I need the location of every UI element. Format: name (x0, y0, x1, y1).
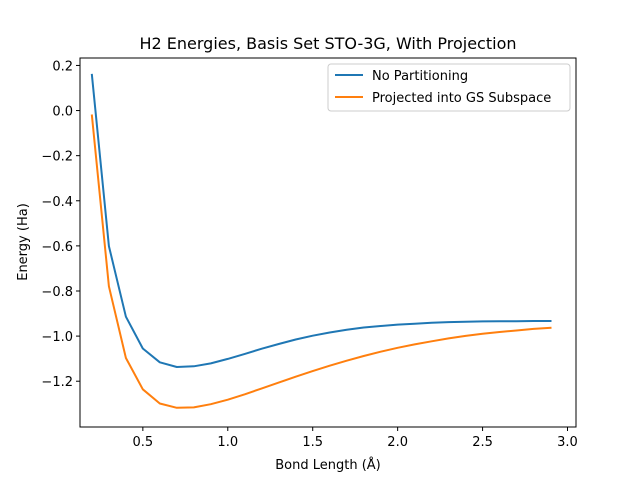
x-tick-label: 2.5 (472, 435, 493, 450)
x-tick-label: 1.5 (302, 435, 323, 450)
y-tick-label: −0.4 (41, 195, 73, 210)
series-line-0 (90, 73, 552, 368)
chart-title: H2 Energies, Basis Set STO-3G, With Proj… (139, 34, 516, 53)
y-tick-label: −1.0 (41, 330, 73, 345)
x-axis: 0.5 1.0 1.5 2.0 2.5 3.0 (133, 427, 578, 450)
y-tick-label: 0.2 (52, 59, 73, 74)
x-axis-label: Bond Length (Å) (275, 457, 381, 473)
y-tick-label: −0.8 (41, 285, 73, 300)
y-axis-label: Energy (Ha) (16, 203, 31, 281)
x-tick-label: 3.0 (557, 435, 578, 450)
series-layer (90, 73, 552, 409)
legend: No Partitioning Projected into GS Subspa… (327, 63, 571, 112)
legend-label-no-partitioning: No Partitioning (372, 69, 468, 84)
y-tick-label: −1.2 (41, 375, 73, 390)
y-axis: 0.2 0.0 −0.2 −0.4 −0.6 −0.8 −1.0 −1.2 (41, 59, 80, 390)
series-line-1 (90, 114, 552, 409)
y-tick-label: −0.2 (41, 150, 73, 165)
y-tick-label: 0.0 (52, 105, 73, 120)
x-tick-label: 2.0 (387, 435, 408, 450)
x-tick-label: 1.0 (217, 435, 238, 450)
x-tick-label: 0.5 (133, 435, 154, 450)
y-tick-label: −0.6 (41, 240, 73, 255)
legend-box (327, 63, 571, 112)
legend-label-projected: Projected into GS Subspace (372, 91, 551, 106)
plot-frame (79, 57, 577, 428)
